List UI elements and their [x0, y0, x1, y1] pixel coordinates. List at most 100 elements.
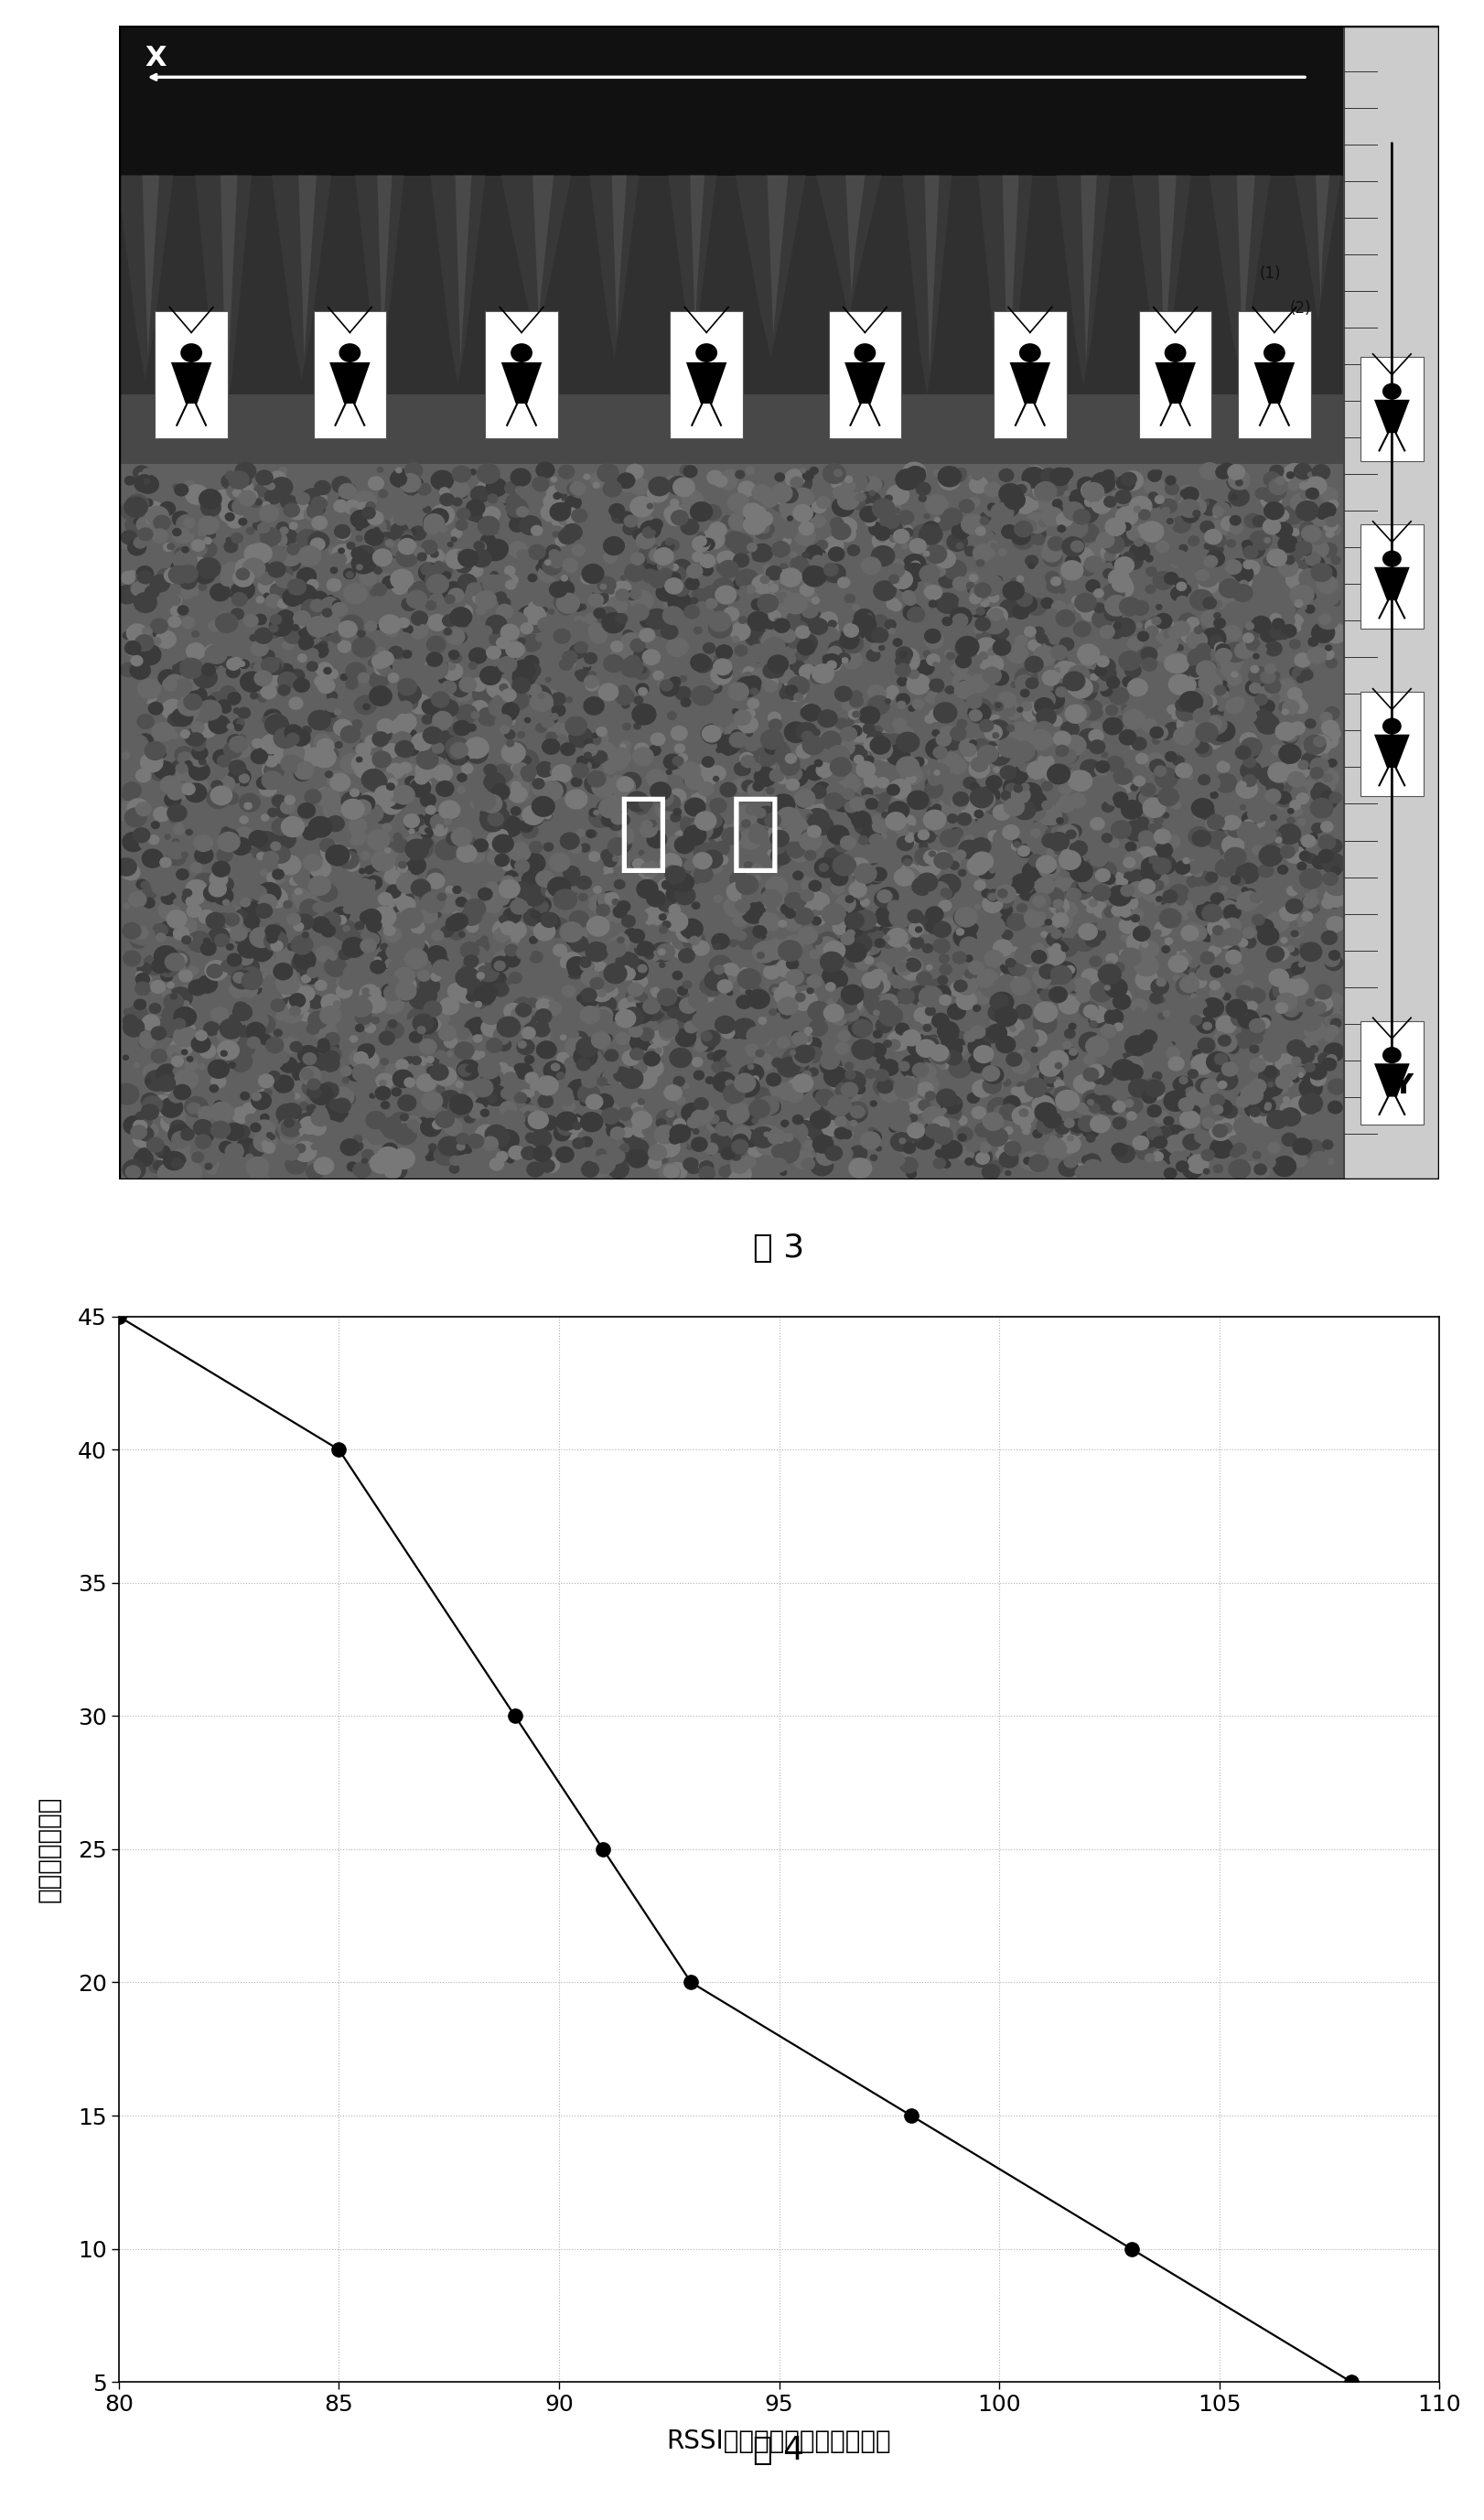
Circle shape — [809, 1021, 828, 1036]
Circle shape — [209, 693, 227, 708]
Circle shape — [297, 892, 304, 900]
Circle shape — [686, 577, 699, 590]
Circle shape — [883, 935, 889, 940]
Circle shape — [258, 509, 266, 514]
Polygon shape — [272, 176, 331, 381]
Circle shape — [910, 892, 916, 900]
Circle shape — [614, 879, 625, 890]
Circle shape — [828, 764, 846, 781]
Circle shape — [1328, 728, 1340, 738]
Circle shape — [138, 529, 153, 539]
Circle shape — [919, 890, 935, 905]
Circle shape — [555, 736, 567, 743]
Circle shape — [383, 794, 396, 806]
Circle shape — [466, 960, 485, 978]
Circle shape — [128, 539, 145, 554]
Circle shape — [1232, 698, 1245, 708]
Circle shape — [794, 907, 813, 925]
Circle shape — [251, 965, 275, 985]
Circle shape — [245, 549, 260, 562]
Circle shape — [1120, 471, 1137, 486]
Circle shape — [315, 1106, 328, 1119]
Circle shape — [177, 822, 183, 827]
Circle shape — [947, 759, 954, 764]
Circle shape — [1063, 1124, 1079, 1139]
Circle shape — [672, 874, 695, 892]
Circle shape — [628, 1003, 635, 1011]
Circle shape — [1198, 872, 1214, 885]
Circle shape — [516, 766, 524, 771]
Circle shape — [1155, 930, 1160, 935]
Circle shape — [680, 761, 700, 781]
Circle shape — [543, 1061, 565, 1081]
Circle shape — [871, 547, 895, 567]
Circle shape — [908, 827, 916, 832]
Circle shape — [567, 958, 586, 975]
Circle shape — [282, 592, 289, 600]
Circle shape — [1242, 980, 1254, 990]
Circle shape — [1276, 1003, 1288, 1013]
Circle shape — [1241, 1162, 1261, 1179]
Circle shape — [358, 1048, 372, 1061]
Circle shape — [187, 643, 205, 660]
Circle shape — [156, 630, 175, 648]
Circle shape — [613, 1066, 631, 1081]
Circle shape — [611, 776, 635, 796]
Circle shape — [1042, 932, 1048, 937]
Bar — [1361, 1021, 1423, 1124]
Circle shape — [1070, 1048, 1077, 1056]
Circle shape — [242, 559, 266, 577]
Circle shape — [798, 522, 815, 534]
Circle shape — [887, 733, 904, 748]
Circle shape — [746, 544, 757, 552]
Circle shape — [815, 759, 822, 766]
Circle shape — [1089, 741, 1106, 753]
Circle shape — [1266, 912, 1290, 932]
Circle shape — [1017, 1081, 1025, 1089]
Circle shape — [804, 890, 825, 910]
Circle shape — [988, 716, 1000, 726]
Bar — [994, 310, 1067, 438]
Circle shape — [539, 688, 559, 708]
Circle shape — [261, 733, 283, 753]
Circle shape — [554, 945, 567, 955]
Circle shape — [622, 1051, 640, 1066]
Circle shape — [144, 1152, 151, 1159]
Circle shape — [987, 630, 1005, 648]
Circle shape — [236, 980, 249, 990]
Circle shape — [392, 839, 408, 852]
Circle shape — [896, 650, 920, 670]
Circle shape — [736, 1074, 752, 1086]
Circle shape — [925, 922, 936, 932]
Circle shape — [714, 776, 718, 781]
Circle shape — [332, 544, 355, 564]
Circle shape — [221, 827, 230, 834]
Circle shape — [1208, 706, 1223, 718]
Circle shape — [1267, 486, 1275, 491]
Circle shape — [533, 779, 545, 789]
Circle shape — [988, 504, 996, 512]
Circle shape — [714, 842, 730, 857]
Circle shape — [307, 1104, 316, 1114]
Circle shape — [603, 867, 613, 874]
Circle shape — [326, 816, 344, 832]
Circle shape — [1138, 879, 1155, 895]
Circle shape — [1201, 499, 1218, 514]
Circle shape — [1269, 532, 1291, 549]
Circle shape — [690, 655, 711, 670]
Circle shape — [370, 685, 392, 706]
Circle shape — [178, 751, 191, 764]
Circle shape — [1027, 834, 1048, 852]
Circle shape — [346, 678, 358, 688]
Circle shape — [243, 887, 251, 895]
Circle shape — [275, 751, 285, 759]
Circle shape — [1214, 643, 1226, 653]
Circle shape — [310, 655, 321, 665]
Circle shape — [459, 617, 469, 627]
Circle shape — [714, 824, 738, 847]
Circle shape — [404, 529, 413, 537]
Circle shape — [1218, 464, 1235, 479]
Circle shape — [873, 499, 895, 519]
Circle shape — [481, 1109, 490, 1116]
Circle shape — [1077, 476, 1095, 494]
